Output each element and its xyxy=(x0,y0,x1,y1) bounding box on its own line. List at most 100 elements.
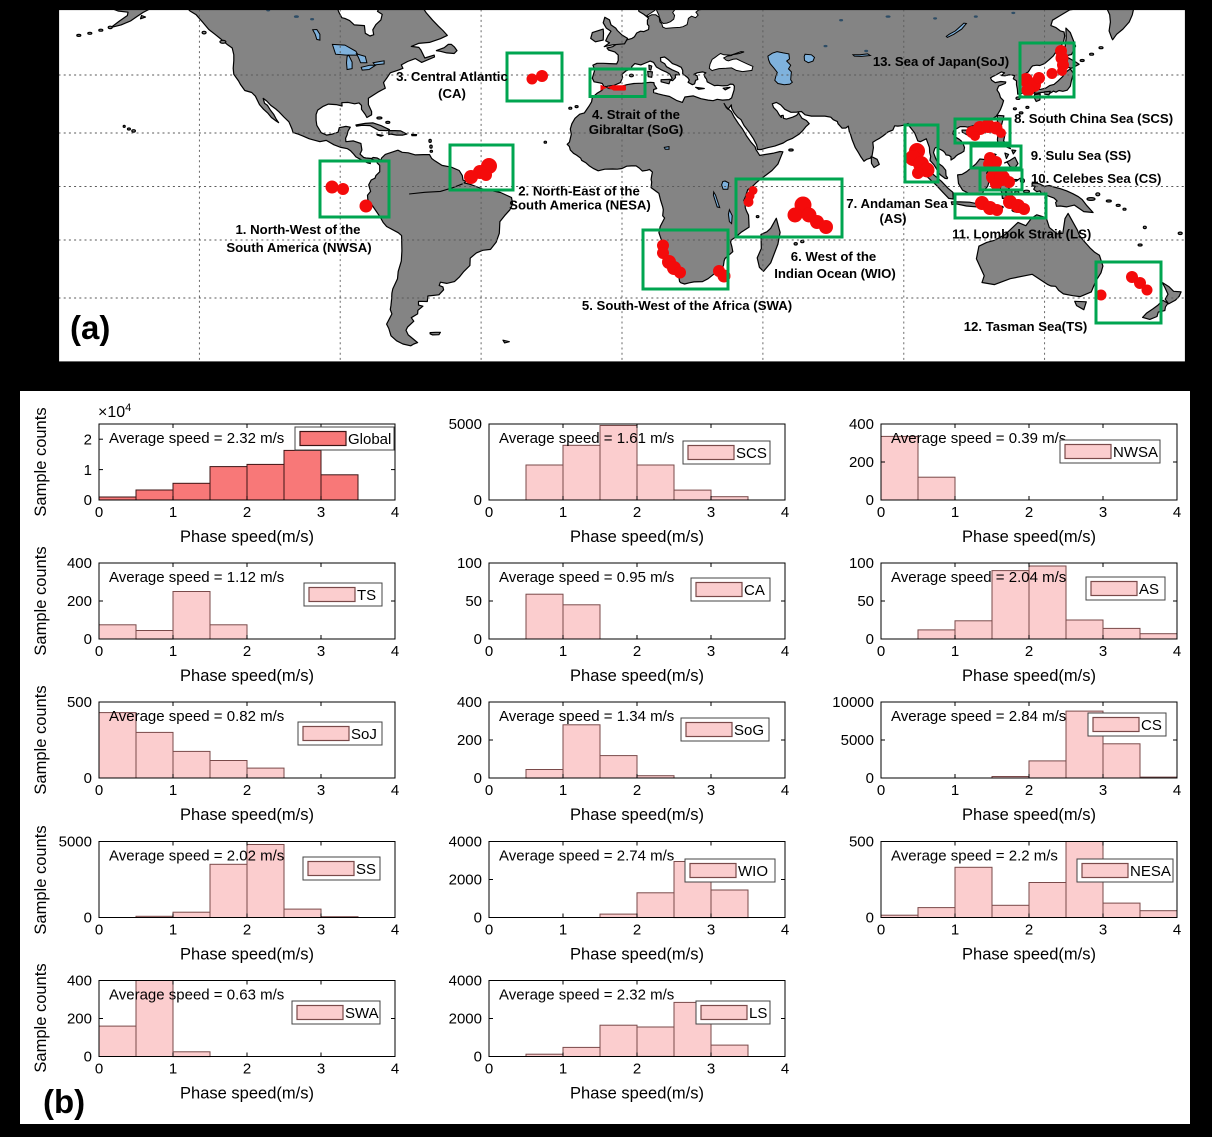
svg-text:1: 1 xyxy=(169,643,177,660)
svg-text:9. Sulu Sea (SS): 9. Sulu Sea (SS) xyxy=(1031,148,1131,163)
svg-text:4: 4 xyxy=(1173,922,1181,939)
svg-text:0: 0 xyxy=(877,643,885,660)
svg-text:Average speed = 2.04 m/s: Average speed = 2.04 m/s xyxy=(891,569,1066,586)
svg-text:1: 1 xyxy=(951,782,959,799)
svg-text:0: 0 xyxy=(474,770,482,787)
svg-text:South America (NWSA): South America (NWSA) xyxy=(226,240,371,255)
svg-text:Phase speed(m/s): Phase speed(m/s) xyxy=(180,946,314,964)
svg-text:2: 2 xyxy=(243,922,251,939)
svg-text:Average speed = 1.61 m/s: Average speed = 1.61 m/s xyxy=(499,430,674,447)
svg-text:3: 3 xyxy=(317,643,325,660)
svg-text:Gibraltar (SoG): Gibraltar (SoG) xyxy=(589,122,684,137)
svg-text:0: 0 xyxy=(877,504,885,521)
svg-text:2: 2 xyxy=(633,643,641,660)
svg-text:12. Tasman Sea(TS): 12. Tasman Sea(TS) xyxy=(964,319,1088,334)
svg-text:0: 0 xyxy=(84,631,92,648)
svg-text:3: 3 xyxy=(707,504,715,521)
svg-text:200: 200 xyxy=(457,732,482,749)
svg-text:200: 200 xyxy=(849,454,874,471)
svg-text:Phase speed(m/s): Phase speed(m/s) xyxy=(570,528,704,546)
svg-text:(CA): (CA) xyxy=(438,86,466,101)
svg-text:SWA: SWA xyxy=(345,1005,379,1022)
svg-text:0: 0 xyxy=(474,1049,482,1066)
svg-text:Phase speed(m/s): Phase speed(m/s) xyxy=(962,806,1096,824)
svg-text:50: 50 xyxy=(857,593,874,610)
svg-text:0: 0 xyxy=(485,782,493,799)
svg-text:2: 2 xyxy=(1025,782,1033,799)
svg-text:AS: AS xyxy=(1139,581,1159,598)
svg-text:2: 2 xyxy=(633,504,641,521)
svg-text:2: 2 xyxy=(1025,504,1033,521)
svg-text:LS: LS xyxy=(749,1005,767,1022)
svg-text:Sample counts: Sample counts xyxy=(32,685,50,794)
svg-text:2: 2 xyxy=(633,782,641,799)
svg-text:Average speed = 2.74 m/s: Average speed = 2.74 m/s xyxy=(499,848,674,865)
svg-text:400: 400 xyxy=(849,416,874,433)
svg-text:0: 0 xyxy=(95,504,103,521)
svg-text:0: 0 xyxy=(84,1049,92,1066)
svg-text:3: 3 xyxy=(1099,922,1107,939)
svg-text:Sample counts: Sample counts xyxy=(32,825,50,934)
svg-text:2. North-East of the: 2. North-East of the xyxy=(518,184,640,199)
svg-text:Phase speed(m/s): Phase speed(m/s) xyxy=(180,1085,314,1103)
svg-text:1: 1 xyxy=(169,504,177,521)
svg-text:Average speed = 2.2 m/s: Average speed = 2.2 m/s xyxy=(891,848,1058,865)
svg-text:8. South China Sea (SCS): 8. South China Sea (SCS) xyxy=(1014,111,1173,126)
svg-text:Global: Global xyxy=(348,431,391,448)
svg-text:Sample counts: Sample counts xyxy=(32,546,50,655)
svg-text:3: 3 xyxy=(317,922,325,939)
svg-text:5000: 5000 xyxy=(59,834,92,851)
svg-text:1: 1 xyxy=(559,643,567,660)
svg-text:SoJ: SoJ xyxy=(351,726,377,743)
svg-text:10000: 10000 xyxy=(832,694,874,711)
svg-text:4000: 4000 xyxy=(449,973,482,990)
svg-text:2: 2 xyxy=(243,643,251,660)
svg-text:2: 2 xyxy=(243,504,251,521)
svg-text:1: 1 xyxy=(951,504,959,521)
svg-text:2: 2 xyxy=(1025,643,1033,660)
svg-text:4: 4 xyxy=(781,504,789,521)
svg-text:400: 400 xyxy=(67,555,92,572)
svg-text:Average speed = 0.63 m/s: Average speed = 0.63 m/s xyxy=(109,987,284,1004)
svg-text:4: 4 xyxy=(781,643,789,660)
svg-text:Sample counts: Sample counts xyxy=(32,407,50,516)
svg-text:1: 1 xyxy=(559,1061,567,1078)
svg-text:500: 500 xyxy=(849,834,874,851)
svg-text:SCS: SCS xyxy=(736,445,767,462)
svg-text:Phase speed(m/s): Phase speed(m/s) xyxy=(570,667,704,685)
svg-text:400: 400 xyxy=(457,694,482,711)
svg-text:6. West of the: 6. West of the xyxy=(791,249,877,264)
svg-text:4: 4 xyxy=(391,922,399,939)
svg-text:(a): (a) xyxy=(70,309,110,346)
svg-text:4: 4 xyxy=(391,782,399,799)
svg-text:SoG: SoG xyxy=(734,722,764,739)
svg-text:1: 1 xyxy=(559,922,567,939)
svg-text:200: 200 xyxy=(67,593,92,610)
svg-text:1: 1 xyxy=(559,504,567,521)
svg-text:3: 3 xyxy=(707,922,715,939)
svg-text:5000: 5000 xyxy=(449,416,482,433)
svg-text:0: 0 xyxy=(866,631,874,648)
svg-text:(AS): (AS) xyxy=(879,211,906,226)
svg-text:3: 3 xyxy=(707,1061,715,1078)
svg-text:WIO: WIO xyxy=(738,863,768,880)
svg-text:0: 0 xyxy=(877,922,885,939)
svg-text:CA: CA xyxy=(744,582,765,599)
svg-text:3. Central Atlantic: 3. Central Atlantic xyxy=(396,69,508,84)
svg-text:4: 4 xyxy=(1173,643,1181,660)
svg-text:4: 4 xyxy=(781,922,789,939)
svg-text:10. Celebes Sea (CS): 10. Celebes Sea (CS) xyxy=(1031,171,1161,186)
svg-text:TS: TS xyxy=(357,587,376,604)
svg-text:4: 4 xyxy=(391,1061,399,1078)
svg-text:3: 3 xyxy=(317,504,325,521)
svg-text:Average speed = 2.02 m/s: Average speed = 2.02 m/s xyxy=(109,848,284,865)
svg-text:Phase speed(m/s): Phase speed(m/s) xyxy=(962,946,1096,964)
svg-text:1: 1 xyxy=(169,782,177,799)
svg-text:3: 3 xyxy=(1099,504,1107,521)
svg-text:2: 2 xyxy=(84,431,92,448)
svg-text:1: 1 xyxy=(951,643,959,660)
svg-text:CS: CS xyxy=(1141,717,1162,734)
svg-text:0: 0 xyxy=(84,770,92,787)
svg-text:400: 400 xyxy=(67,973,92,990)
svg-text:NESA: NESA xyxy=(1130,863,1171,880)
